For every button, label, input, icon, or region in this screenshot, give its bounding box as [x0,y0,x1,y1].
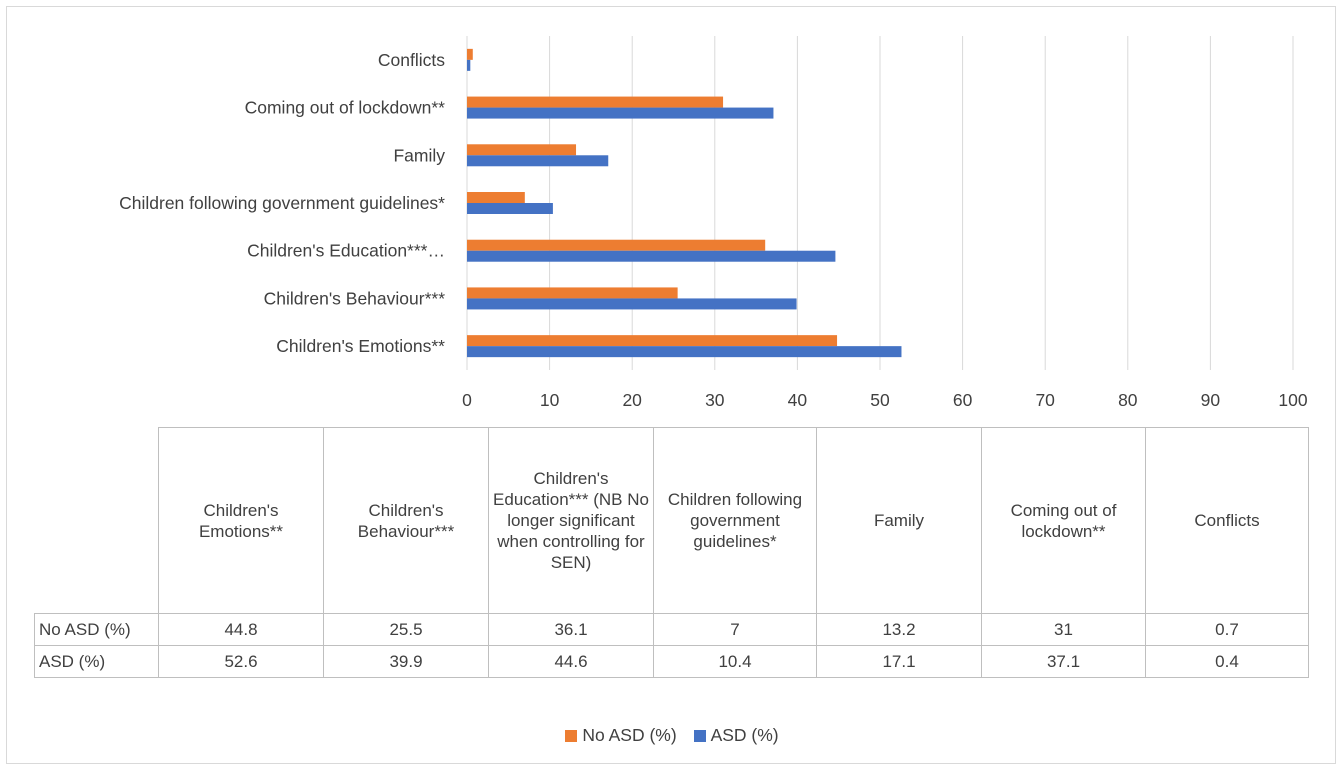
legend-label-no-asd: No ASD (%) [582,725,677,745]
x-tick-label: 20 [622,390,642,410]
legend-item-asd: ASD (%) [693,725,779,746]
table-row-label: No ASD (%) [34,613,159,646]
table-cell: 44.6 [488,645,654,678]
x-axis-tick-labels: 0 10 20 30 40 50 60 70 80 90 100 [462,390,1308,410]
bar-no-asd [467,335,838,347]
table-cell: 52.6 [158,645,324,678]
gridlines [466,36,1294,370]
table-header-cell: Children's Behaviour*** [323,427,489,614]
bar-asd [467,59,471,71]
bar-chart: Children's Emotions** Children's Behaviou… [119,36,1308,410]
legend-swatch-no-asd [565,730,578,742]
table-row-label-text: No ASD (%) [39,620,131,639]
table-corner [34,427,159,614]
x-tick-label: 80 [1118,390,1138,410]
category-label: Children following government guidelines… [119,193,445,213]
table-cell: 39.9 [323,645,489,678]
table-row-no-asd: No ASD (%) 44.8 25.5 36.1 7 13.2 31 0.7 [34,613,1309,646]
legend-label-asd: ASD (%) [710,725,779,745]
table-header-cell: Children following government guidelines… [653,427,817,614]
table-header-cell: Coming out of lockdown** [981,427,1146,614]
bar-no-asd [467,48,473,60]
table-cell: 44.8 [158,613,324,646]
table-cell: 0.4 [1145,645,1309,678]
bars [467,48,902,358]
x-tick-label: 10 [540,390,560,410]
table-header-cell: Children's Education*** (NB No longer si… [488,427,654,614]
bar-asd [467,298,797,310]
bar-asd [467,155,609,167]
x-tick-label: 60 [953,390,973,410]
category-label: Children's Emotions** [276,336,445,356]
table-cell: 13.2 [816,613,982,646]
bar-asd [467,346,902,358]
category-label: Children's Behaviour*** [264,288,446,308]
table-header-cell: Family [816,427,982,614]
bar-no-asd [467,144,577,156]
x-tick-label: 90 [1201,390,1221,410]
table-cell: 0.7 [1145,613,1309,646]
bar-no-asd [467,239,766,251]
category-label: Children's Education***… [247,241,445,261]
x-tick-label: 70 [1035,390,1055,410]
x-tick-label: 0 [462,390,472,410]
table-header-cell: Children's Emotions** [158,427,324,614]
legend: No ASD (%) ASD (%) [0,725,1344,746]
bar-no-asd [467,192,525,203]
x-tick-label: 50 [870,390,890,410]
table-row-label: ASD (%) [34,645,159,678]
category-label: Coming out of lockdown** [245,98,446,118]
table-cell: 10.4 [653,645,817,678]
table-header-row: Children's Emotions** Children's Behavio… [34,427,1309,614]
x-tick-label: 40 [788,390,808,410]
category-label: Family [393,145,445,165]
table-cell: 25.5 [323,613,489,646]
table-cell: 36.1 [488,613,654,646]
bar-asd [467,250,836,262]
table-row-asd: ASD (%) 52.6 39.9 44.6 10.4 17.1 37.1 0.… [34,645,1309,678]
x-tick-label: 100 [1278,390,1307,410]
legend-item-no-asd: No ASD (%) [565,725,677,746]
table-cell: 37.1 [981,645,1146,678]
bar-asd [467,203,553,214]
table-row-label-text: ASD (%) [39,652,106,671]
table-cell: 17.1 [816,645,982,678]
chart-frame [6,6,1336,764]
bar-no-asd [467,96,724,108]
category-labels: Children's Emotions** Children's Behaviou… [119,50,445,356]
table-cell: 31 [981,613,1146,646]
data-table: Children's Emotions** Children's Behavio… [34,427,1309,678]
x-tick-label: 30 [705,390,725,410]
table-cell: 7 [653,613,817,646]
legend-swatch-asd [693,730,706,742]
table-header-cell: Conflicts [1145,427,1309,614]
bar-no-asd [467,287,678,299]
bar-asd [467,107,774,119]
category-label: Conflicts [378,50,445,70]
